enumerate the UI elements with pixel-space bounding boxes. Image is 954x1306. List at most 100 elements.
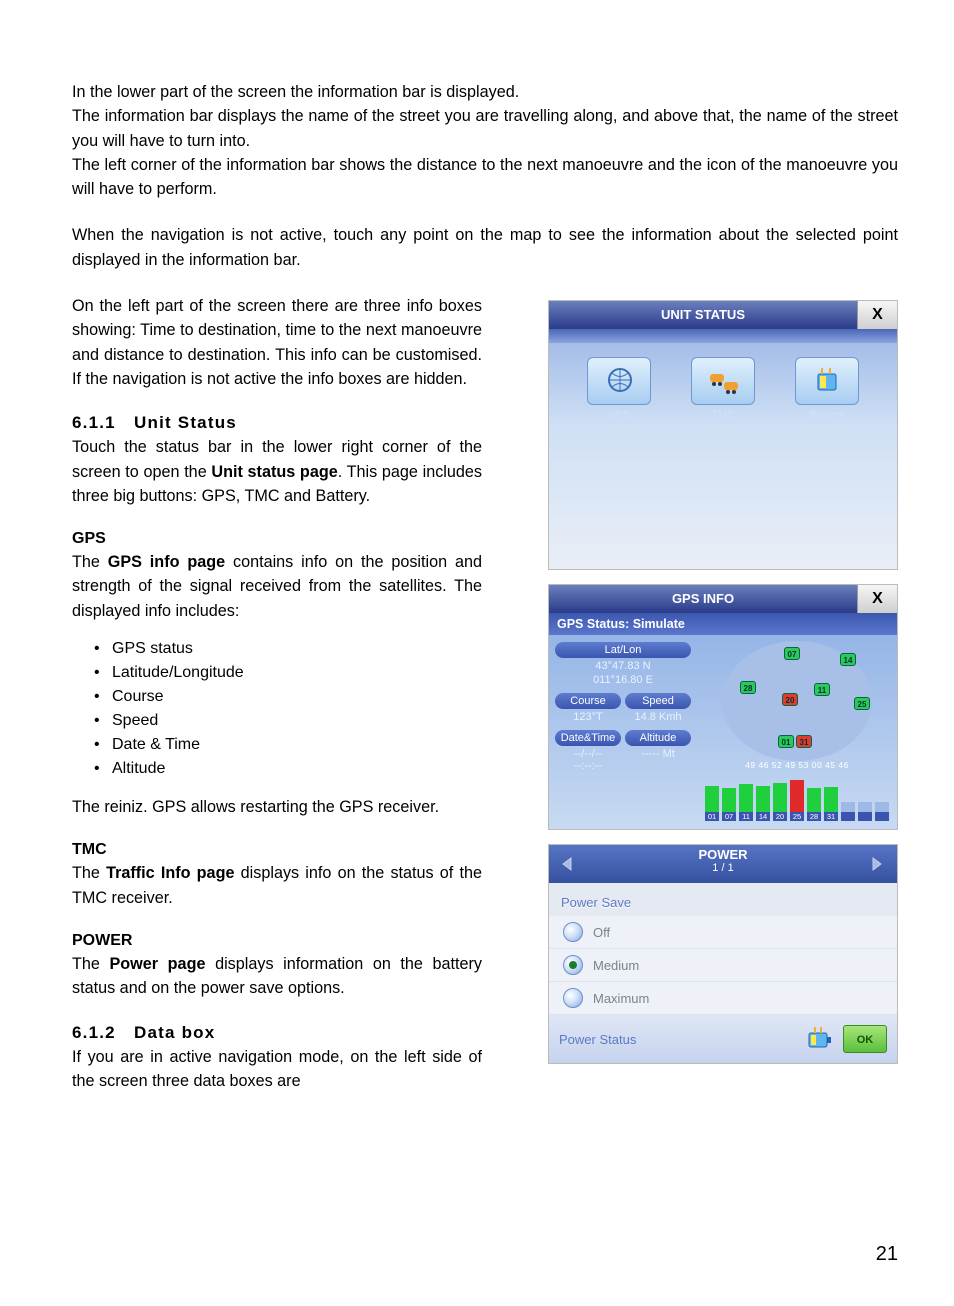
power-option-label: Maximum <box>593 991 649 1006</box>
signal-bar <box>824 787 838 812</box>
course-value: 123°T <box>555 709 621 727</box>
satellite-marker: 14 <box>840 653 856 666</box>
satellite-marker: 28 <box>740 681 756 694</box>
intro-p5: On the left part of the screen there are… <box>72 294 482 391</box>
intro-p4: When the navigation is not active, touch… <box>72 223 898 272</box>
unit-status-gps-button[interactable]: GPS <box>574 357 664 421</box>
signal-bar <box>705 786 719 812</box>
intro-p3: The left corner of the information bar s… <box>72 153 898 202</box>
speed-value: 14.8 Kmh <box>625 709 691 727</box>
altitude-value: ----- Mt <box>625 746 691 764</box>
gps-bullet-item: Speed <box>94 709 482 733</box>
course-label: Course <box>555 693 621 709</box>
signal-bar-id <box>841 812 855 821</box>
gps-info-title: GPS INFO <box>549 585 857 613</box>
gps-subhead: GPS <box>72 530 482 548</box>
radio-icon <box>563 922 583 942</box>
ok-button[interactable]: OK <box>843 1025 887 1053</box>
signal-bar-id <box>858 812 872 821</box>
gps-bullet-item: Date & Time <box>94 733 482 757</box>
gps-status-label: GPS Status: Simulate <box>549 613 897 635</box>
signal-bar <box>790 780 804 812</box>
unit-status-tmc-button[interactable]: TMC <box>678 357 768 421</box>
gps-icon <box>587 357 651 405</box>
altitude-label: Altitude <box>625 730 691 746</box>
tmc-icon <box>691 357 755 405</box>
power-option-label: Off <box>593 925 610 940</box>
satellite-marker: 25 <box>854 697 870 710</box>
signal-bar-id <box>875 812 889 821</box>
radio-icon <box>563 955 583 975</box>
radio-icon <box>563 988 583 1008</box>
gps-bullet-item: Altitude <box>94 757 482 781</box>
battery-icon <box>805 1027 833 1051</box>
latlon-label: Lat/Lon <box>555 642 691 658</box>
signal-bar-id: 01 <box>705 812 719 821</box>
heading-611: 6.1.1 Unit Status <box>72 413 482 433</box>
satellite-sky-view: 07 14 28 11 20 25 0131 <box>722 641 872 761</box>
datetime-label: Date&Time <box>555 730 621 746</box>
heading-612: 6.1.2 Data box <box>72 1023 482 1043</box>
signal-bar-id: 28 <box>807 812 821 821</box>
power-status-label: Power Status <box>559 1032 636 1047</box>
s612-p1: If you are in active navigation mode, on… <box>72 1045 482 1094</box>
unit-status-btn-label: Battery <box>782 409 872 421</box>
gps-bullet-item: Course <box>94 685 482 709</box>
signal-bar <box>773 783 787 812</box>
power-page: 1 / 1 <box>589 862 857 874</box>
tmc-subhead: TMC <box>72 841 482 859</box>
next-arrow-icon[interactable] <box>857 845 897 883</box>
power-p: The Power page displays information on t… <box>72 952 482 1001</box>
gps-bullet-item: Latitude/Longitude <box>94 661 482 685</box>
power-screenshot: POWER 1 / 1 Power Save OffMediumMaximum … <box>548 844 898 1064</box>
signal-bar-id: 31 <box>824 812 838 821</box>
unit-status-battery-button[interactable]: Battery <box>782 357 872 421</box>
satellite-marker: 31 <box>796 735 812 748</box>
snr-values: 49 46 52 49 53 00 45 46 <box>701 760 893 770</box>
gps-p2: The reiniz. GPS allows restarting the GP… <box>72 795 482 819</box>
gps-p1: The GPS info page contains info on the p… <box>72 550 482 623</box>
satellite-marker: 11 <box>814 683 830 696</box>
signal-bar <box>807 788 821 812</box>
signal-bar <box>858 802 872 812</box>
signal-bar <box>739 784 753 812</box>
gps-info-screenshot: GPS INFO X GPS Status: Simulate Lat/Lon … <box>548 584 898 830</box>
intro-p1: In the lower part of the screen the info… <box>72 80 898 104</box>
signal-bar-labels: 0107111420252831 <box>701 812 893 821</box>
signal-bar <box>875 802 889 812</box>
speed-label: Speed <box>625 693 691 709</box>
satellite-marker: 01 <box>778 735 794 748</box>
signal-bar-id: 07 <box>722 812 736 821</box>
signal-bar-id: 20 <box>773 812 787 821</box>
power-option-medium[interactable]: Medium <box>549 949 897 982</box>
battery-icon <box>795 357 859 405</box>
satellite-marker: 20 <box>782 693 798 706</box>
power-save-section: Power Save <box>549 883 897 916</box>
power-option-maximum[interactable]: Maximum <box>549 982 897 1015</box>
gps-bullet-item: GPS status <box>94 637 482 661</box>
s611-p1: Touch the status bar in the lower right … <box>72 435 482 508</box>
satellite-marker: 07 <box>784 647 800 660</box>
lon-value: 011°16.80 E <box>555 672 691 690</box>
unit-status-btn-label: TMC <box>678 409 768 421</box>
signal-bar <box>841 802 855 812</box>
gps-bullet-list: GPS statusLatitude/LongitudeCourseSpeedD… <box>94 637 482 781</box>
signal-bars <box>701 776 893 812</box>
signal-bar-id: 25 <box>790 812 804 821</box>
power-subhead: POWER <box>72 932 482 950</box>
prev-arrow-icon[interactable] <box>549 845 589 883</box>
signal-bar <box>756 786 770 812</box>
intro-p2: The information bar displays the name of… <box>72 104 898 153</box>
unit-status-btn-label: GPS <box>574 409 664 421</box>
unit-status-title: UNIT STATUS <box>549 301 857 329</box>
close-icon[interactable]: X <box>857 585 897 613</box>
power-option-off[interactable]: Off <box>549 916 897 949</box>
power-option-label: Medium <box>593 958 639 973</box>
signal-bar-id: 11 <box>739 812 753 821</box>
tmc-p: The Traffic Info page displays info on t… <box>72 861 482 910</box>
signal-bar-id: 14 <box>756 812 770 821</box>
time-value: --:--:-- <box>555 758 621 776</box>
power-title: POWER <box>589 847 857 862</box>
unit-status-screenshot: UNIT STATUS X GPS TMC Battery <box>548 300 898 570</box>
close-icon[interactable]: X <box>857 301 897 329</box>
